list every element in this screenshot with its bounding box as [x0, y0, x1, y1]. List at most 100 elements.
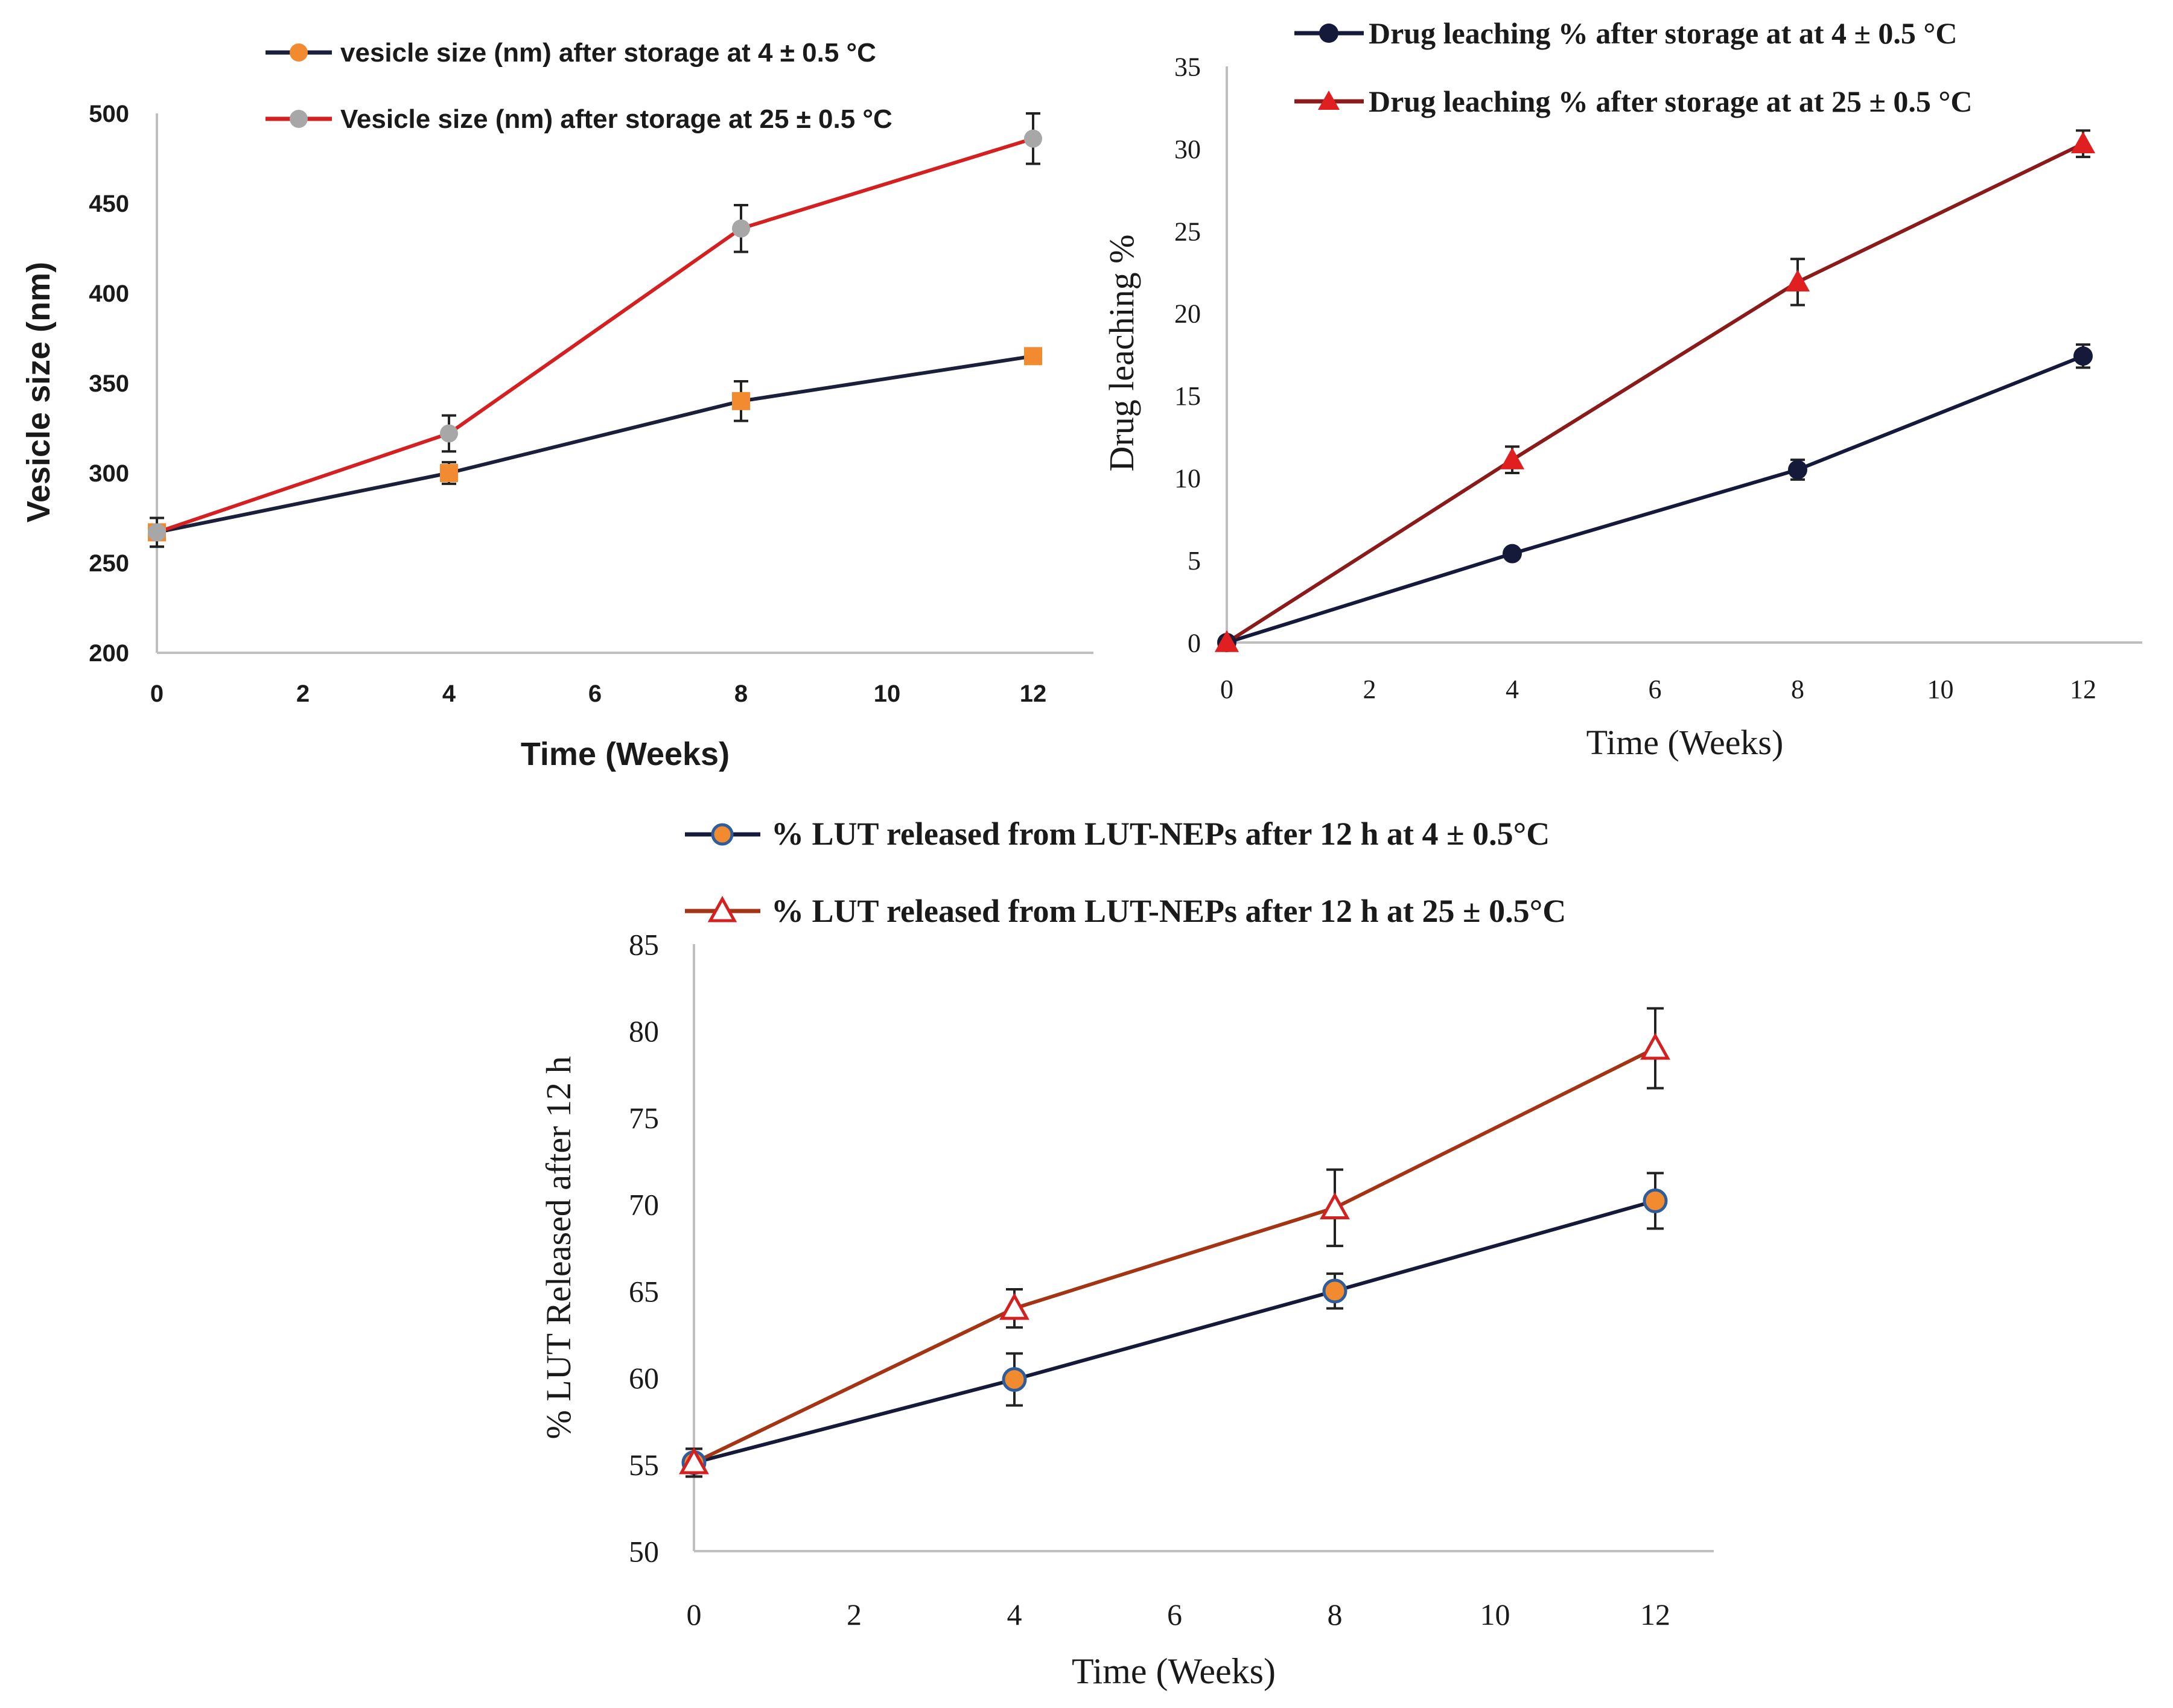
release-y-tick-label: 70 — [629, 1188, 659, 1222]
release-legend-label-25c: % LUT released from LUT-NEPs after 12 h … — [771, 893, 1566, 929]
lut-release-chart: % LUT released from LUT-NEPs after 12 h … — [539, 816, 1714, 1691]
leaching-series-1-point — [1500, 447, 1525, 469]
vesicle-series-0-point — [1024, 347, 1042, 366]
leaching-y-tick-label: 10 — [1174, 464, 1201, 494]
release-series-1-point — [999, 1292, 1029, 1320]
release-series-0-point — [1322, 1278, 1347, 1304]
release-y-tick-label: 85 — [629, 928, 659, 962]
vesicle-y-tick-label: 250 — [89, 550, 129, 577]
vesicle-series-0-point — [732, 392, 750, 410]
vesicle-x-tick-label: 0 — [150, 681, 164, 707]
leaching-x-tick-label: 8 — [1791, 675, 1804, 704]
release-x-axis-title: Time (Weeks) — [1072, 1651, 1276, 1691]
vesicle-y-tick-labels: 200 250 300 350 400 450 500 — [89, 101, 129, 667]
release-legend-marker-25c — [707, 895, 737, 922]
release-series-layer — [679, 1007, 1670, 1478]
vesicle-legend-marker-4c — [290, 43, 308, 62]
release-y-tick-labels: 50 55 60 65 70 75 80 85 — [629, 928, 659, 1569]
vesicle-x-tick-label: 8 — [734, 681, 748, 707]
vesicle-y-tick-label: 500 — [89, 101, 129, 127]
drug-leaching-chart: Drug leaching % after storage at at 4 ± … — [1102, 16, 2142, 762]
vesicle-legend-label-25c: Vesicle size (nm) after storage at 25 ± … — [340, 104, 892, 134]
leaching-x-tick-label: 12 — [2070, 675, 2096, 704]
release-x-tick-label: 4 — [1007, 1598, 1022, 1631]
vesicle-y-tick-label: 300 — [89, 460, 129, 487]
release-series-1-point — [1640, 1032, 1670, 1060]
release-y-tick-label: 75 — [629, 1101, 659, 1135]
leaching-y-tick-label: 0 — [1188, 628, 1201, 658]
vesicle-x-tick-label: 12 — [1020, 681, 1047, 707]
release-series-1-point — [1320, 1192, 1350, 1219]
vesicle-y-tick-label: 200 — [89, 640, 129, 667]
release-y-axis-title: % LUT Released after 12 h — [539, 1056, 578, 1439]
leaching-series-1-point — [2070, 131, 2096, 153]
vesicle-series-1-line — [156, 136, 1034, 535]
leaching-y-tick-label: 35 — [1174, 52, 1201, 81]
vesicle-y-axis-title: Vesicle size (nm) — [21, 262, 57, 522]
leaching-y-tick-label: 15 — [1174, 381, 1201, 411]
leaching-x-tick-label: 0 — [1220, 675, 1233, 704]
leaching-x-tick-label: 4 — [1506, 675, 1519, 704]
release-legend-label-4c: % LUT released from LUT-NEPs after 12 h … — [771, 816, 1550, 852]
leaching-legend: Drug leaching % after storage at at 4 ± … — [1294, 16, 1973, 118]
leaching-legend-label-4c: Drug leaching % after storage at at 4 ± … — [1369, 16, 1958, 50]
vesicle-x-tick-label: 6 — [588, 681, 602, 707]
leaching-y-tick-labels: 0 5 10 15 20 25 30 35 — [1174, 52, 1201, 658]
leaching-series-1-line — [1226, 142, 2084, 644]
leaching-series-layer — [1214, 129, 2096, 652]
vesicle-y-tick-label: 350 — [89, 370, 129, 397]
vesicle-legend: vesicle size (nm) after storage at 4 ± 0… — [266, 38, 892, 134]
release-legend: % LUT released from LUT-NEPs after 12 h … — [685, 816, 1566, 929]
leaching-legend-entry-4c: Drug leaching % after storage at at 4 ± … — [1294, 16, 1958, 50]
release-y-tick-label: 65 — [629, 1274, 659, 1308]
leaching-legend-label-25c: Drug leaching % after storage at at 25 ±… — [1369, 84, 1973, 118]
release-x-tick-label: 8 — [1328, 1598, 1343, 1631]
vesicle-legend-label-4c: vesicle size (nm) after storage at 4 ± 0… — [340, 38, 876, 68]
leaching-series-0-point — [2073, 346, 2093, 366]
leaching-x-tick-label: 10 — [1927, 675, 1954, 704]
release-legend-entry-25c: % LUT released from LUT-NEPs after 12 h … — [685, 893, 1566, 929]
release-y-tick-label: 60 — [629, 1361, 659, 1395]
release-y-tick-label: 50 — [629, 1535, 659, 1569]
leaching-legend-marker-4c — [1319, 24, 1338, 43]
leaching-legend-entry-25c: Drug leaching % after storage at at 25 ±… — [1294, 84, 1973, 118]
vesicle-series-layer — [148, 112, 1042, 548]
leaching-x-tick-labels: 0 2 4 6 8 10 12 — [1220, 675, 2096, 704]
release-x-tick-label: 0 — [687, 1598, 702, 1631]
release-series-0-point — [1002, 1367, 1027, 1392]
release-y-tick-label: 80 — [629, 1014, 659, 1048]
vesicle-legend-entry-4c: vesicle size (nm) after storage at 4 ± 0… — [266, 38, 876, 68]
vesicle-series-1-point — [732, 219, 750, 238]
release-x-tick-labels: 0 2 4 6 8 10 12 — [687, 1598, 1671, 1631]
leaching-y-tick-label: 5 — [1188, 546, 1201, 576]
vesicle-series-1-point — [440, 424, 458, 443]
leaching-series-0-point — [1503, 544, 1522, 564]
release-x-tick-label: 12 — [1640, 1598, 1670, 1631]
leaching-legend-marker-25c — [1318, 90, 1340, 110]
release-y-tick-label: 55 — [629, 1448, 659, 1482]
release-x-tick-label: 6 — [1167, 1598, 1182, 1631]
leaching-series-1-point — [1785, 269, 1810, 292]
leaching-y-tick-label: 20 — [1174, 299, 1201, 329]
leaching-y-tick-label: 25 — [1174, 217, 1201, 246]
vesicle-x-tick-labels: 0 2 4 6 8 10 12 — [150, 681, 1046, 707]
leaching-series-1-point — [1214, 630, 1239, 652]
vesicle-x-tick-label: 4 — [442, 681, 456, 707]
vesicle-y-tick-label: 450 — [89, 191, 129, 217]
release-series-1-point — [679, 1447, 709, 1475]
vesicle-size-chart: vesicle size (nm) after storage at 4 ± 0… — [21, 38, 1093, 772]
leaching-x-tick-label: 2 — [1363, 675, 1376, 704]
leaching-y-tick-label: 30 — [1174, 135, 1201, 164]
vesicle-series-1-point — [148, 523, 166, 542]
vesicle-x-tick-label: 10 — [874, 681, 901, 707]
release-x-tick-label: 2 — [847, 1598, 862, 1631]
vesicle-legend-entry-25c: Vesicle size (nm) after storage at 25 ± … — [266, 104, 892, 134]
vesicle-series-0-point — [440, 464, 458, 482]
leaching-y-axis-title: Drug leaching % — [1102, 235, 1141, 472]
release-legend-entry-4c: % LUT released from LUT-NEPs after 12 h … — [685, 816, 1550, 852]
vesicle-x-axis-title: Time (Weeks) — [521, 736, 730, 772]
leaching-x-tick-label: 6 — [1649, 675, 1662, 704]
release-series-0-point — [1643, 1188, 1668, 1213]
